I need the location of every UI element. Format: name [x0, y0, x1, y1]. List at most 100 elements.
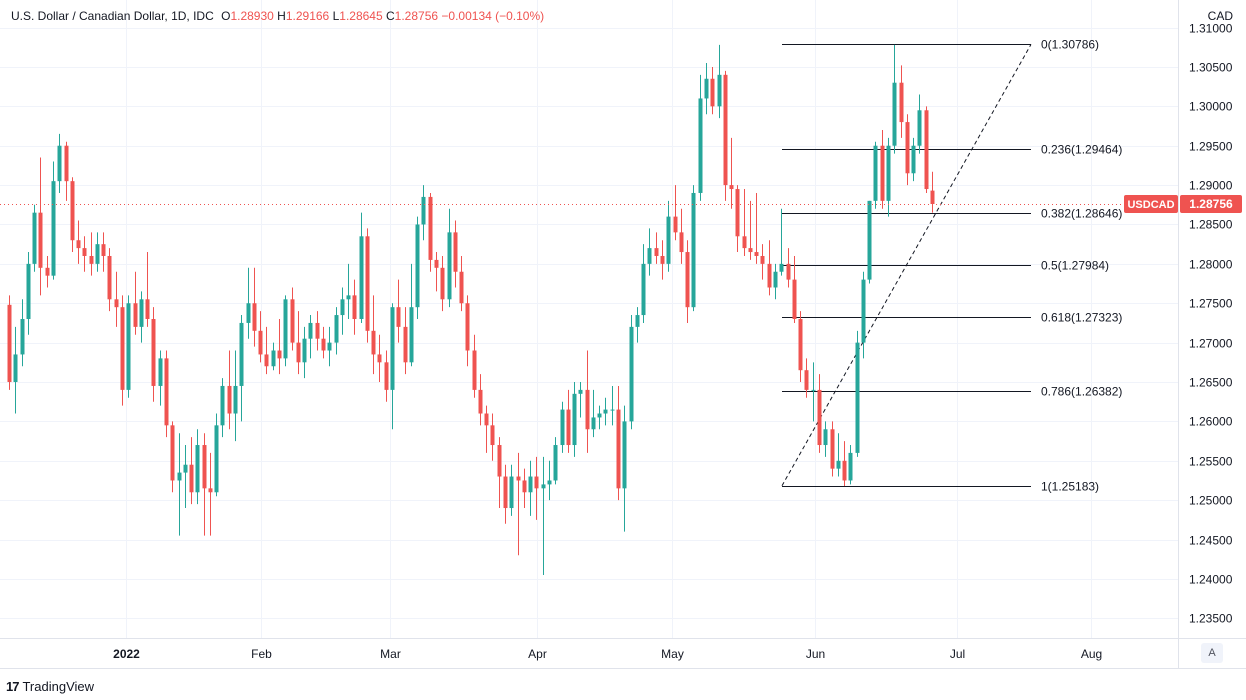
- price-axis[interactable]: 1.31000 1.30500 1.30000 1.29500 1.29000 1.285…: [0, 0, 1242, 668]
- candle-body: [246, 303, 251, 323]
- candle-body: [453, 232, 458, 272]
- price-tick-label: 1.26000: [1189, 415, 1233, 429]
- candle-body: [45, 267, 50, 276]
- price-tick-label: 1.30000: [1189, 100, 1233, 114]
- tradingview-logo[interactable]: 17 TradingView: [6, 679, 94, 694]
- candle-body: [421, 196, 426, 225]
- candle-body: [170, 425, 175, 481]
- candle-body: [302, 338, 307, 363]
- candle-body: [57, 145, 62, 182]
- candle-body: [76, 240, 81, 249]
- close-value: 1.28756: [394, 9, 439, 23]
- candle-body: [13, 354, 18, 383]
- candle-body: [698, 98, 703, 193]
- candle-body: [729, 185, 734, 190]
- candle-body: [208, 488, 213, 493]
- candle-body: [679, 232, 684, 253]
- candle-body: [842, 460, 847, 481]
- candle-body: [848, 452, 853, 481]
- candle-body: [873, 145, 878, 201]
- candle-body: [428, 196, 433, 260]
- symbol-header: U.S. Dollar / Canadian Dollar, 1D, IDC O…: [11, 9, 544, 23]
- fib-level-label: 0.236(1.29464): [1041, 143, 1122, 157]
- open-value: 1.28930: [230, 9, 274, 23]
- candle-body: [38, 212, 43, 268]
- open-label: O: [221, 9, 231, 23]
- candle-body: [867, 200, 872, 280]
- candle-body: [472, 350, 477, 390]
- candle-body: [654, 248, 659, 256]
- candle-body: [792, 279, 797, 319]
- candle-body: [296, 342, 301, 363]
- candle-body: [811, 389, 816, 391]
- tradingview-logo-icon: 17: [6, 679, 20, 694]
- candle-body: [114, 299, 119, 308]
- candle-body: [490, 425, 495, 446]
- candle-body: [911, 145, 916, 174]
- candle-body: [735, 189, 740, 237]
- candle-body: [390, 307, 395, 390]
- candle-body: [748, 248, 753, 253]
- fib-trend-line[interactable]: [781, 44, 1032, 486]
- candle-body: [327, 342, 332, 351]
- price-tick-label: 1.25000: [1189, 494, 1233, 508]
- candle-body: [264, 354, 269, 367]
- candle-body: [64, 145, 69, 182]
- symbol-badge[interactable]: [1124, 195, 1178, 213]
- candle-body: [610, 409, 615, 411]
- candle-body: [578, 389, 583, 394]
- candle-body: [830, 429, 835, 469]
- candle-body: [534, 476, 539, 489]
- candle-body: [195, 445, 200, 493]
- candle-body: [164, 358, 169, 426]
- time-tick-label: Mar: [380, 647, 401, 661]
- candle-body: [340, 299, 345, 316]
- candle-body: [95, 244, 100, 264]
- candle-body: [484, 413, 489, 426]
- candle-body: [892, 82, 897, 146]
- candle-body: [359, 236, 364, 319]
- candle-body: [371, 330, 376, 355]
- candle-body: [861, 279, 866, 343]
- candle-body: [409, 307, 414, 363]
- candle-body: [26, 263, 31, 319]
- candle-body: [227, 385, 232, 414]
- candle-body: [415, 224, 420, 308]
- candle-body: [139, 299, 144, 327]
- candle-body: [334, 315, 339, 343]
- candle-body: [258, 330, 263, 355]
- time-tick-label: Aug: [1081, 647, 1102, 661]
- candle-body: [434, 259, 439, 268]
- candle-body: [603, 409, 608, 414]
- auto-scale-button[interactable]: A: [1201, 643, 1223, 663]
- time-axis[interactable]: 2022 Feb Mar Apr May Jun Jul Aug: [0, 638, 1246, 669]
- candle-body: [899, 82, 904, 123]
- candle-body: [547, 480, 552, 485]
- time-tick-label: Feb: [251, 647, 272, 661]
- last-price-label: 1.28756: [1189, 197, 1233, 211]
- price-tick-label: 1.31000: [1189, 22, 1233, 36]
- brand-name: TradingView: [22, 679, 95, 694]
- fib-level-label: 1(1.25183): [1041, 480, 1099, 494]
- low-value: 1.28645: [339, 9, 383, 23]
- low-label: L: [332, 9, 340, 23]
- candle-body: [70, 181, 75, 241]
- candle-body: [145, 299, 150, 319]
- candle-body: [202, 445, 207, 489]
- fib-level-label: 0.382(1.28646): [1041, 207, 1122, 221]
- candle-body: [133, 303, 138, 327]
- candle-body: [572, 393, 577, 446]
- candle-body: [622, 421, 627, 489]
- candle-body: [308, 322, 313, 339]
- candle-body: [365, 236, 370, 331]
- time-tick-label: May: [661, 647, 684, 661]
- candle-body: [384, 362, 389, 390]
- candle-body: [315, 322, 320, 339]
- candle-body: [647, 248, 652, 264]
- candle-body: [497, 445, 502, 477]
- candle-body: [20, 319, 25, 355]
- fibonacci-retracement[interactable]: 0(1.30786) 0.236(1.29464) 0.382(1.28646) 0.…: [781, 38, 1122, 494]
- candle-body: [233, 385, 238, 414]
- candle-body: [786, 263, 791, 280]
